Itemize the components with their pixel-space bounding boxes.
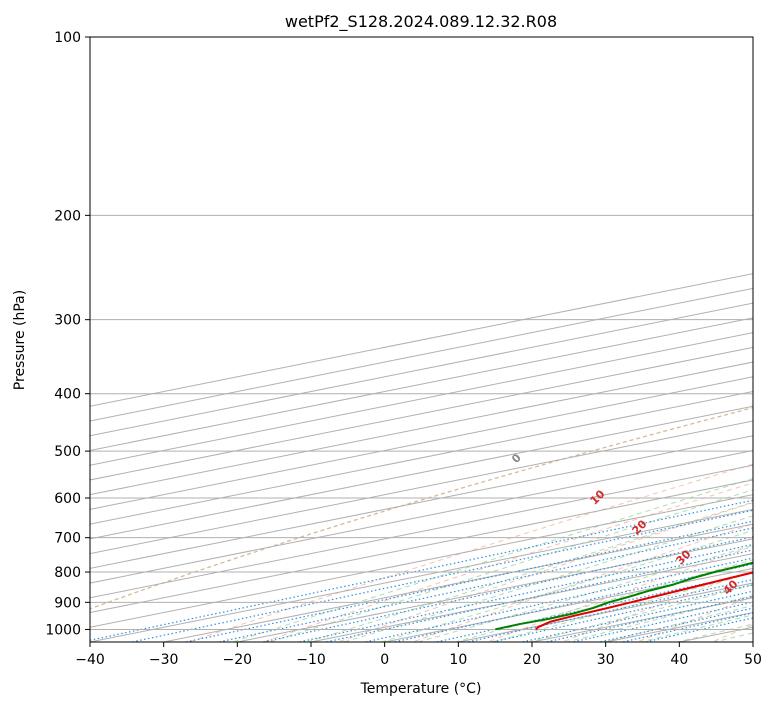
x-tick-label: 50 (744, 652, 762, 668)
isotherm-line (90, 508, 753, 642)
y-tick-label: 900 (54, 595, 81, 611)
y-tick-label: 700 (54, 531, 81, 547)
dewpoint-profile-line (495, 561, 753, 631)
isotherm-line (90, 494, 753, 628)
x-tick-label: 10 (449, 652, 467, 668)
mixing-ratio-line (642, 617, 753, 642)
x-tick-label: 40 (670, 652, 688, 668)
isotherm-line (90, 273, 753, 407)
moist-adiabat-line (342, 515, 753, 642)
background-curve (90, 406, 753, 610)
moist-adiabat-line (305, 501, 753, 642)
x-axis-label: Temperature (°C) (360, 681, 482, 697)
y-tick-label: 400 (54, 387, 81, 403)
y-tick-label: 200 (54, 208, 81, 224)
chart-title: wetPf2_S128.2024.089.12.32.R08 (285, 12, 557, 32)
mixing-ratio-line (296, 543, 753, 642)
x-axis-ticks: −40 −30 −20 −10 0 10 20 30 40 50 (75, 642, 762, 668)
isotherm-line (90, 302, 753, 437)
y-axis-label: Pressure (hPa) (12, 290, 28, 390)
isotherm-line (234, 538, 753, 642)
y-tick-label: 300 (54, 313, 81, 329)
moist-adiabat-line (601, 604, 753, 642)
x-tick-label: −40 (75, 652, 105, 668)
isotherm-line (90, 420, 753, 555)
isotherm-line (90, 287, 753, 422)
isotherm-line (90, 464, 753, 599)
profile-series (495, 561, 753, 631)
mixing-ratio-line (216, 527, 753, 642)
isotherm-line (90, 317, 753, 451)
background-lines (90, 273, 753, 642)
mixing-ratio-line (129, 509, 753, 642)
isotherm-line (90, 479, 753, 614)
mixing-ratio-line (619, 612, 753, 642)
isotherm-line (90, 435, 753, 569)
y-axis-ticks: 100 200 300 400 500 600 700 800 900 1000 (45, 30, 90, 638)
mixing-ratio-line (323, 549, 753, 642)
x-tick-label: 30 (597, 652, 615, 668)
y-tick-label: 500 (54, 444, 81, 460)
x-tick-label: 0 (380, 652, 389, 668)
mixing-ratio-line (259, 536, 753, 642)
isotherm-line (90, 332, 753, 466)
x-tick-label: 20 (523, 652, 541, 668)
mixing-ratio-line (391, 563, 753, 642)
x-tick-label: −30 (149, 652, 179, 668)
mixing-ratio-line (362, 557, 753, 642)
x-tick-label: −20 (223, 652, 253, 668)
pressure-gridlines (90, 37, 753, 630)
moist-adiabat-line (416, 544, 753, 642)
moist-adiabat-line (268, 489, 753, 642)
y-tick-label: 100 (54, 30, 81, 46)
mixing-ratio-line (597, 607, 753, 642)
y-tick-label: 800 (54, 565, 81, 581)
y-tick-label: 1000 (45, 622, 81, 638)
plot-frame (89, 36, 754, 643)
y-tick-label: 600 (54, 491, 81, 507)
isotherm-line (90, 449, 753, 584)
isotherm-line (161, 523, 753, 642)
temperature-profile-line (535, 571, 753, 631)
x-tick-label: −10 (296, 652, 326, 668)
